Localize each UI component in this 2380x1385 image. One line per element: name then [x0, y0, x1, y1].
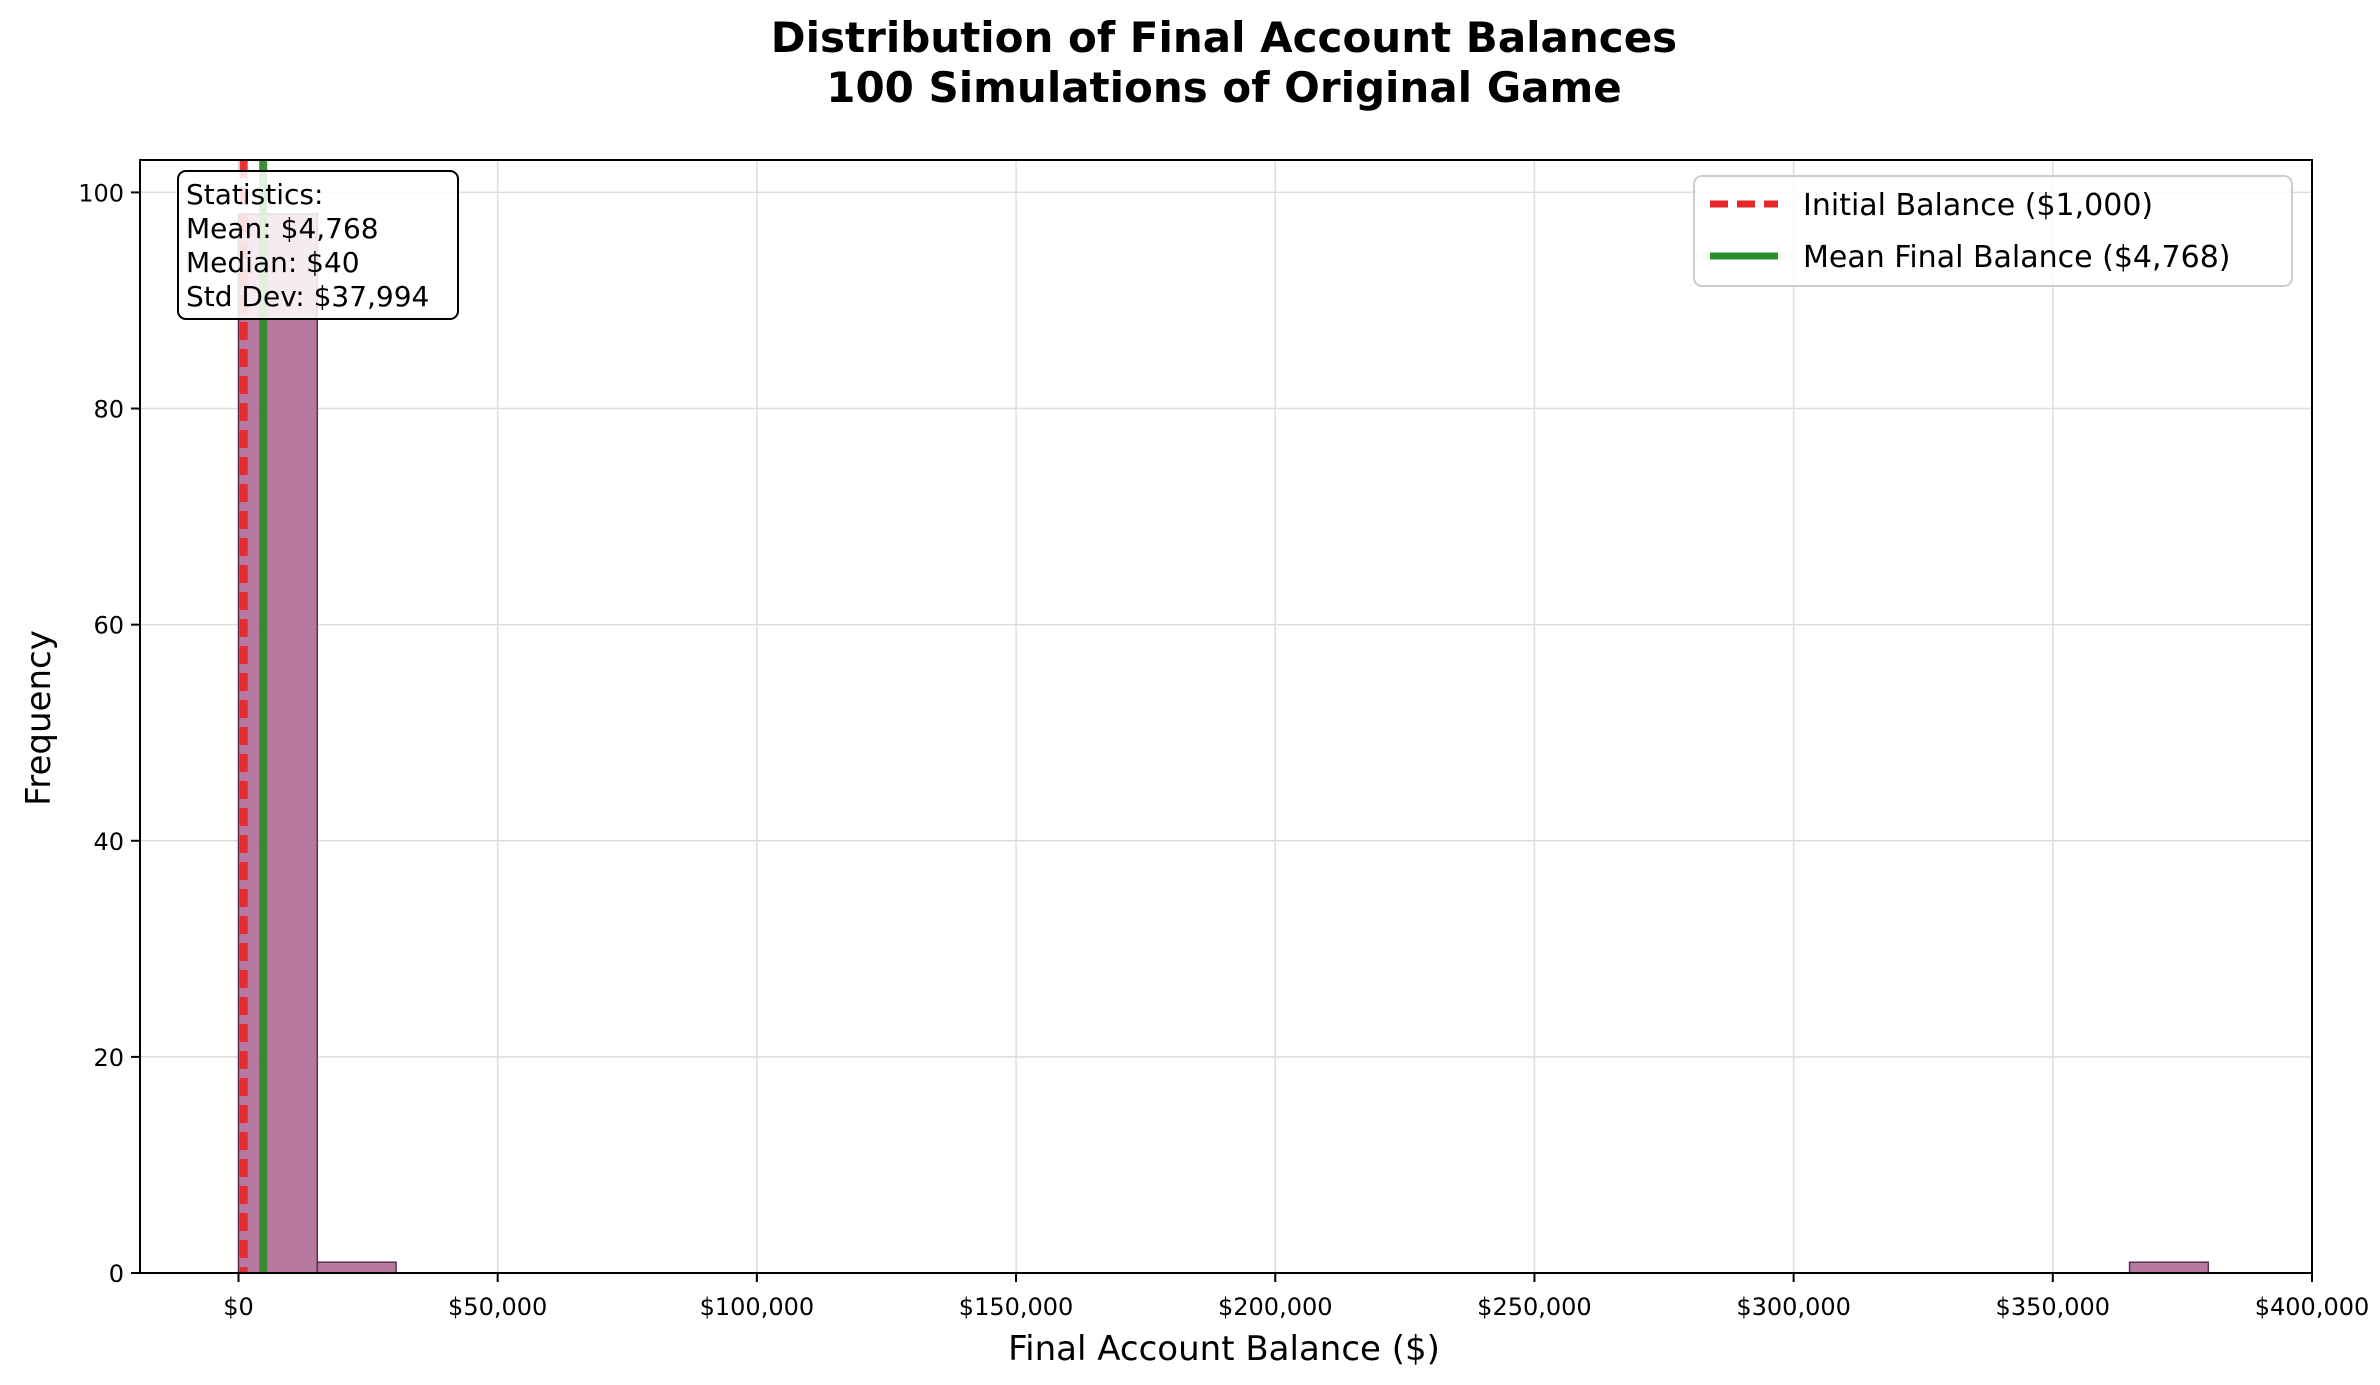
stats-header: Statistics:	[186, 178, 323, 211]
chart-title-line2: 100 Simulations of Original Game	[826, 63, 1622, 112]
x-tick-label-8: $400,000	[2255, 1293, 2370, 1321]
y-axis-label: Frequency	[19, 630, 59, 806]
x-tick-label-5: $250,000	[1477, 1293, 1592, 1321]
legend-frame	[1693, 175, 2293, 287]
x-tick-label-3: $150,000	[959, 1293, 1074, 1321]
histogram-bar-2	[2128, 1261, 2210, 1274]
y-tick-label-2: 40	[93, 828, 124, 856]
grid-lines	[140, 160, 2313, 1274]
chart-title-line1: Distribution of Final Account Balances	[771, 13, 1677, 62]
y-tick-label-3: 60	[93, 612, 124, 640]
x-axis-ticks: $0 $50,000 $100,000 $150,000 $200,000 $250,00…	[223, 1273, 2369, 1321]
y-tick-label-4: 80	[93, 396, 124, 424]
x-tick-label-1: $50,000	[448, 1293, 547, 1321]
histogram-bar-0	[237, 213, 319, 1274]
y-axis-ticks: 0 20 40 60 80 100	[78, 179, 140, 1288]
x-axis-label: Final Account Balance ($)	[1008, 1329, 1440, 1369]
stats-median: Median: $40	[186, 246, 360, 279]
legend: Initial Balance ($1,000) Mean Final Bala…	[1693, 175, 2293, 287]
stats-std: Std Dev: $37,994	[186, 280, 429, 313]
x-tick-label-6: $300,000	[1736, 1293, 1851, 1321]
x-tick-label-2: $100,000	[700, 1293, 815, 1321]
reference-lines	[239, 160, 268, 1273]
plot-frame	[139, 159, 2313, 1274]
y-tick-label-5: 100	[78, 179, 124, 207]
x-tick-label-4: $200,000	[1218, 1293, 1333, 1321]
stats-box-frame	[177, 170, 459, 320]
x-tick-label-7: $350,000	[1996, 1293, 2111, 1321]
y-tick-label-1: 20	[93, 1044, 124, 1072]
legend-label-initial-balance: Initial Balance ($1,000)	[1803, 188, 2153, 223]
x-tick-label-0: $0	[223, 1293, 254, 1321]
histogram-bars	[237, 213, 2210, 1274]
histogram-bar-1	[316, 1261, 397, 1274]
y-tick-label-0: 0	[109, 1260, 124, 1288]
stats-box: Statistics: Mean: $4,768 Median: $40 Std…	[177, 170, 459, 320]
stats-mean: Mean: $4,768	[186, 212, 379, 245]
legend-label-mean-final-balance: Mean Final Balance ($4,768)	[1803, 240, 2231, 275]
